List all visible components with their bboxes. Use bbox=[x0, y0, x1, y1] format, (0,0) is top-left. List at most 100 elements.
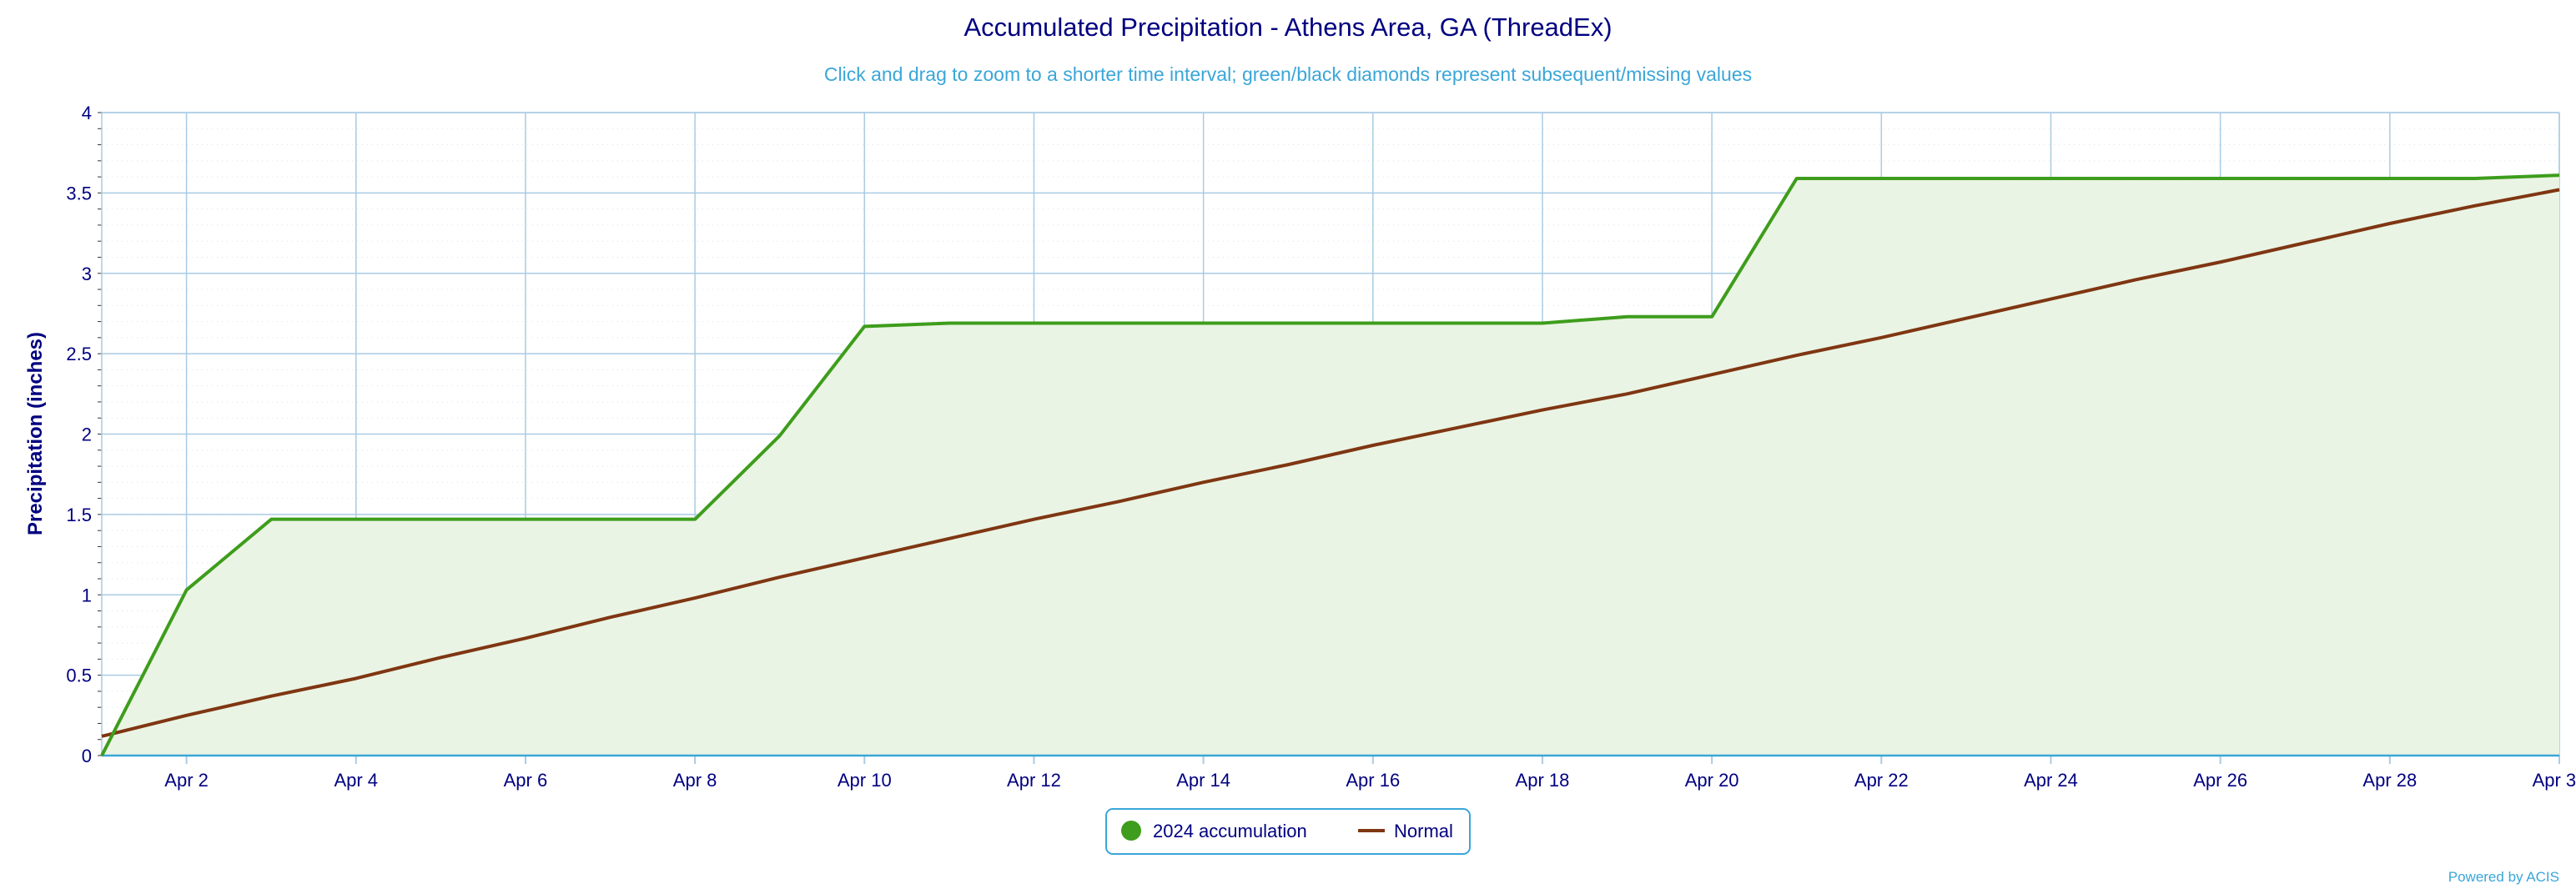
legend-accumulation-label: 2024 accumulation bbox=[1153, 821, 1307, 841]
y-tick-label: 2 bbox=[82, 424, 92, 445]
accumulation-point bbox=[1455, 321, 1460, 326]
y-tick-label: 3 bbox=[82, 264, 92, 284]
normal-point bbox=[1709, 372, 1714, 377]
legend-box bbox=[1105, 808, 1471, 855]
accumulation-point bbox=[2218, 176, 2223, 181]
accumulation-point bbox=[2387, 176, 2392, 181]
x-tick-label: Apr 8 bbox=[673, 770, 717, 791]
normal-point bbox=[184, 713, 189, 718]
normal-point bbox=[99, 734, 104, 739]
accumulation-point bbox=[523, 517, 528, 522]
x-tick-label: Apr 20 bbox=[1685, 770, 1739, 791]
y-tick-label: 0 bbox=[82, 746, 92, 766]
normal-point bbox=[1964, 316, 1969, 321]
x-tick-label: Apr 16 bbox=[1346, 770, 1400, 791]
axes bbox=[98, 112, 2560, 764]
accumulation-point bbox=[269, 517, 274, 522]
accumulation-point bbox=[184, 587, 189, 592]
legend-item-accumulation[interactable]: 2024 accumulation bbox=[1121, 821, 1307, 841]
normal-point bbox=[2048, 297, 2053, 302]
accumulation-point bbox=[608, 517, 613, 522]
accumulation-point bbox=[1285, 321, 1291, 326]
accumulation-point bbox=[862, 324, 867, 329]
accumulation-point bbox=[1964, 176, 1969, 181]
accumulation-point bbox=[99, 753, 104, 758]
normal-point bbox=[1794, 353, 1799, 358]
x-tick-label: Apr 4 bbox=[334, 770, 378, 791]
y-tick-label: 1.5 bbox=[66, 505, 92, 525]
accumulation-point bbox=[947, 321, 952, 326]
normal-point bbox=[269, 694, 274, 699]
x-tick-label: Apr 14 bbox=[1176, 770, 1230, 791]
chart-subtitle: Click and drag to zoom to a shorter time… bbox=[824, 63, 1752, 85]
normal-point bbox=[1116, 499, 1121, 504]
normal-point bbox=[1031, 517, 1036, 522]
normal-point bbox=[2302, 240, 2307, 245]
accumulation-point bbox=[2048, 176, 2053, 181]
accumulation-point bbox=[1625, 314, 1630, 319]
accumulation-point bbox=[692, 517, 697, 522]
normal-point bbox=[2557, 188, 2562, 193]
x-tick-label: Apr 22 bbox=[1854, 770, 1909, 791]
accumulation-point bbox=[354, 517, 359, 522]
normal-point bbox=[608, 615, 613, 620]
normal-point bbox=[1540, 408, 1545, 413]
y-tick-labels: 0 0.5 1 1.5 2 2.5 3 3.5 4 bbox=[66, 103, 92, 766]
normal-point bbox=[2387, 221, 2392, 226]
x-tick-label: Apr 28 bbox=[2362, 770, 2417, 791]
accumulation-point bbox=[1709, 314, 1714, 319]
accumulation-point bbox=[1794, 176, 1799, 181]
accumulation-point bbox=[438, 517, 443, 522]
x-tick-label: Apr 24 bbox=[2024, 770, 2078, 791]
normal-point bbox=[2218, 259, 2223, 264]
normal-point bbox=[862, 555, 867, 560]
normal-point bbox=[523, 635, 528, 640]
accumulation-point bbox=[1031, 321, 1036, 326]
x-tick-labels: Apr 2 Apr 4 Apr 6 Apr 8 Apr 10 Apr 12 Apr 14 Ap… bbox=[164, 770, 2576, 791]
normal-point bbox=[1625, 391, 1630, 396]
normal-point bbox=[354, 676, 359, 681]
y-tick-label: 2.5 bbox=[66, 344, 92, 364]
normal-point bbox=[777, 575, 782, 580]
x-tick-label: Apr 26 bbox=[2193, 770, 2247, 791]
normal-point bbox=[1879, 335, 1884, 340]
accumulation-point bbox=[1201, 321, 1206, 326]
legend: 2024 accumulation Normal bbox=[1105, 808, 1471, 855]
legend-normal-label: Normal bbox=[1394, 821, 1453, 841]
accumulation-point bbox=[777, 433, 782, 438]
normal-series-line bbox=[101, 188, 2560, 738]
accumulation-series-line bbox=[100, 173, 2560, 756]
normal-point bbox=[2472, 203, 2477, 208]
normal-point bbox=[1201, 480, 1206, 485]
x-tick-label: Apr 6 bbox=[504, 770, 548, 791]
y-tick-label: 1 bbox=[82, 585, 92, 605]
y-tick-label: 0.5 bbox=[66, 665, 92, 686]
normal-point bbox=[1455, 425, 1460, 430]
accumulation-point bbox=[2472, 176, 2477, 181]
credit-link[interactable]: Powered by ACIS bbox=[2448, 869, 2559, 885]
normal-point bbox=[692, 595, 697, 600]
accumulation-point bbox=[2557, 173, 2562, 178]
normal-point bbox=[1371, 443, 1376, 448]
normal-point bbox=[1285, 462, 1291, 467]
accumulation-point bbox=[1116, 321, 1121, 326]
x-tick-label: Apr 30 bbox=[2533, 770, 2576, 791]
chart-title: Accumulated Precipitation - Athens Area,… bbox=[963, 13, 1612, 42]
x-tick-label: Apr 10 bbox=[838, 770, 892, 791]
y-tick-label: 3.5 bbox=[66, 183, 92, 203]
normal-point bbox=[947, 536, 952, 541]
accumulation-point bbox=[1371, 321, 1376, 326]
x-tick-label: Apr 2 bbox=[164, 770, 209, 791]
legend-item-normal[interactable]: Normal bbox=[1358, 821, 1453, 841]
x-tick-label: Apr 18 bbox=[1516, 770, 1570, 791]
accumulation-point bbox=[1540, 321, 1545, 326]
normal-point bbox=[438, 655, 443, 660]
x-tick-label: Apr 12 bbox=[1007, 770, 1061, 791]
legend-accumulation-marker bbox=[1121, 821, 1141, 841]
normal-point bbox=[2133, 277, 2138, 282]
accumulation-area bbox=[102, 175, 2559, 756]
y-tick-label: 4 bbox=[82, 103, 92, 123]
y-axis-label: Precipitation (inches) bbox=[24, 332, 47, 535]
accumulation-point bbox=[2302, 176, 2307, 181]
